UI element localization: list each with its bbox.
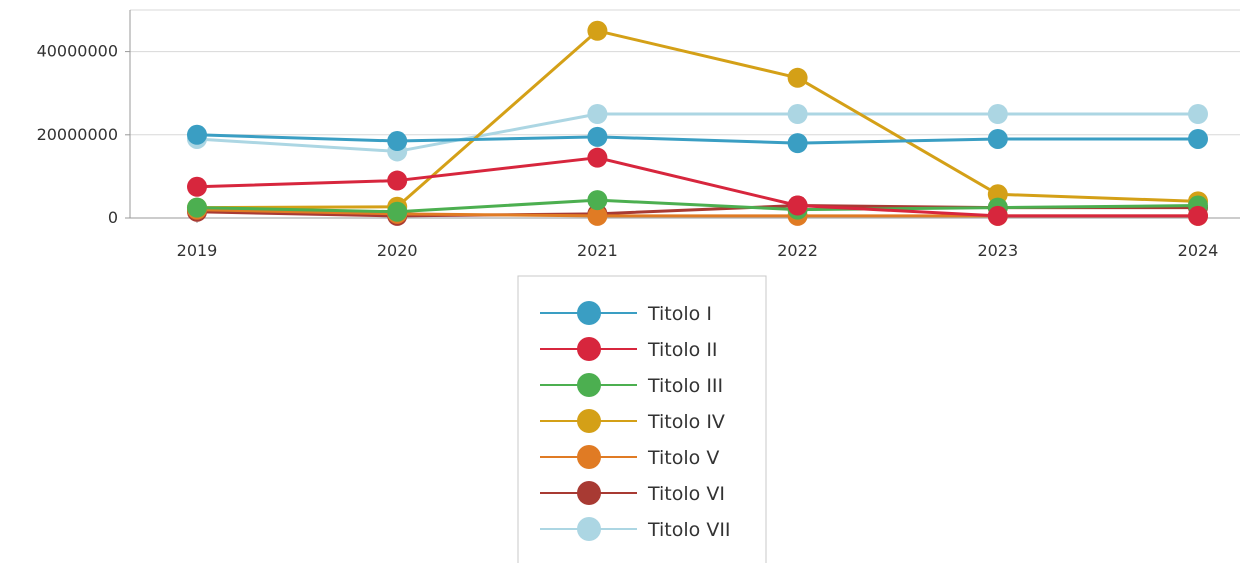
legend-label: Titolo III <box>647 375 723 397</box>
y-tick-label: 40000000 <box>37 42 118 61</box>
legend-swatch-marker <box>577 409 601 433</box>
legend-swatch-marker <box>577 301 601 325</box>
data-point <box>187 197 207 218</box>
data-point <box>787 104 808 124</box>
legend-swatch-marker <box>577 337 601 361</box>
legend-swatch-marker <box>577 481 601 505</box>
legend-label: Titolo VII <box>647 519 731 541</box>
data-point <box>587 205 608 226</box>
data-point <box>587 104 608 124</box>
data-point <box>587 20 608 41</box>
series-line <box>196 29 1199 210</box>
legend-label: Titolo II <box>647 339 718 361</box>
legend-label: Titolo VI <box>647 483 725 505</box>
series-line <box>196 156 1198 218</box>
data-point <box>587 190 608 211</box>
y-tick-label: 20000000 <box>37 125 118 144</box>
legend-label: Titolo IV <box>647 411 725 433</box>
legend-swatch-marker <box>577 517 601 541</box>
y-tick-label: 0 <box>108 208 118 227</box>
x-tick-label: 2022 <box>777 241 818 260</box>
series-line <box>196 112 1198 153</box>
legend-box <box>517 275 767 563</box>
data-point <box>187 176 207 197</box>
data-point <box>387 201 408 222</box>
data-point <box>1188 128 1208 149</box>
legend-label: Titolo I <box>647 303 712 325</box>
data-point <box>387 131 408 152</box>
x-tick-label: 2019 <box>177 241 218 260</box>
data-point <box>787 133 808 154</box>
series-line <box>196 133 1198 145</box>
legend-label: Titolo V <box>647 447 719 469</box>
legend-swatch-marker <box>577 445 601 469</box>
data-point <box>387 170 408 191</box>
data-point <box>987 128 1008 149</box>
series-line <box>196 198 1199 214</box>
data-point <box>987 104 1008 124</box>
x-tick-label: 2023 <box>977 241 1018 260</box>
data-point <box>987 205 1008 226</box>
data-point <box>787 67 808 88</box>
x-tick-label: 2021 <box>577 241 618 260</box>
x-tick-label: 2024 <box>1178 241 1219 260</box>
data-point <box>1188 205 1208 226</box>
data-point <box>587 126 608 147</box>
x-tick-label: 2020 <box>377 241 418 260</box>
data-point <box>1188 104 1208 124</box>
data-point <box>187 124 207 145</box>
data-point <box>787 195 808 216</box>
data-point <box>587 147 608 168</box>
legend-swatch-marker <box>577 373 601 397</box>
